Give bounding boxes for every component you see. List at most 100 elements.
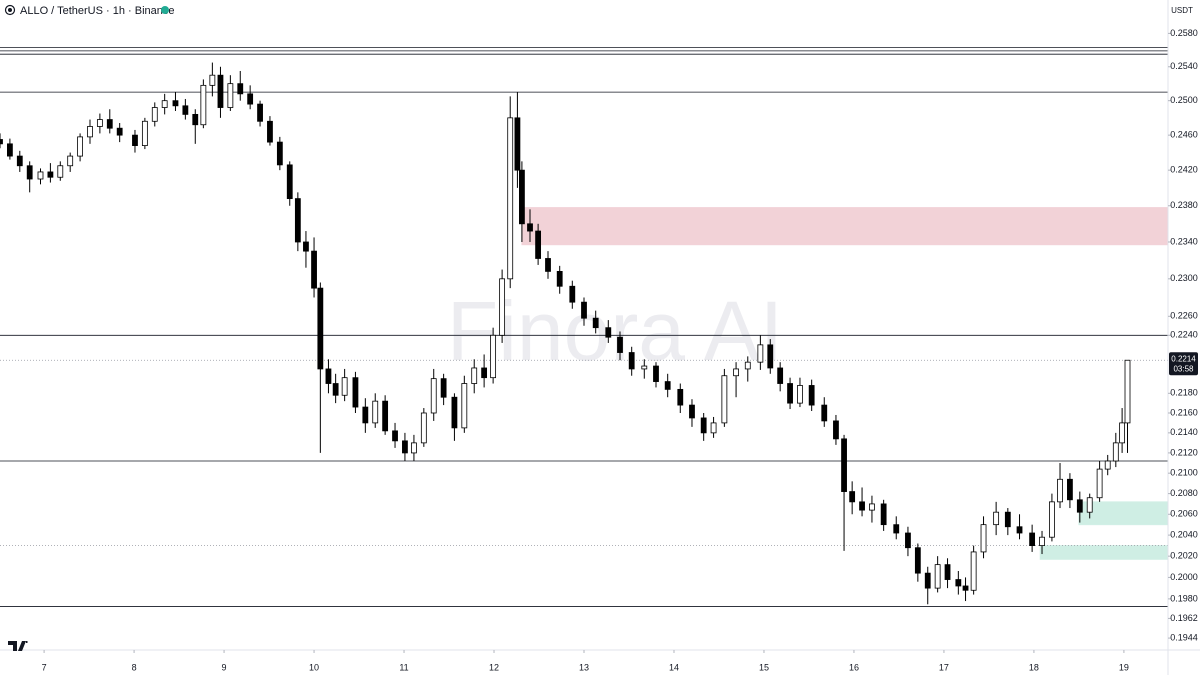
price-tag-box <box>1169 352 1198 376</box>
candles <box>0 62 1131 605</box>
candle-body <box>833 420 839 440</box>
candle-body <box>924 572 931 589</box>
candle-body <box>1039 536 1045 547</box>
candle-body <box>592 317 599 329</box>
candle-body <box>151 107 158 122</box>
candle-body <box>934 564 941 589</box>
candle-body <box>733 368 739 377</box>
candle-body <box>471 367 478 384</box>
y-tick-label: 0.2060 <box>1170 509 1198 519</box>
y-tick-label: 0.2240 <box>1170 330 1198 340</box>
candle-body <box>653 365 659 382</box>
candle-body <box>227 83 234 108</box>
candle-body <box>556 271 563 287</box>
x-tick-label: 13 <box>579 662 589 672</box>
x-tick-label: 11 <box>399 662 408 672</box>
candle-body <box>721 375 728 424</box>
candle-body <box>276 141 283 166</box>
candle-body <box>0 139 3 145</box>
candle-body <box>1076 499 1083 513</box>
y-tick-label: 0.2540 <box>1170 61 1198 71</box>
axes: 0.2580 0.2540 0.2500 0.2460 0.2420 0.2380 0.23… <box>42 28 1198 673</box>
candle-body <box>757 344 764 363</box>
candle-body <box>955 579 962 587</box>
x-tick-label: 12 <box>489 662 499 672</box>
candle-body <box>689 404 695 419</box>
y-tick-label: 0.2000 <box>1170 572 1198 582</box>
candle-body <box>461 383 468 429</box>
candle-body <box>57 165 64 178</box>
x-tick-label: 15 <box>759 662 769 672</box>
candle-body <box>777 367 784 384</box>
chart-title: ALLO / TetherUS · 1h · Binance <box>20 5 175 17</box>
candle-body <box>499 278 506 336</box>
y-tick-label: 0.2020 <box>1170 551 1198 561</box>
y-tick-label: 0.1980 <box>1170 593 1198 603</box>
price-tag-countdown: 03:58 <box>1173 364 1194 373</box>
x-tick-label: 16 <box>849 662 859 672</box>
zone <box>521 207 1169 246</box>
candle-body <box>767 344 774 369</box>
y-tick-label: 0.2180 <box>1170 388 1198 398</box>
candle-body <box>286 164 293 200</box>
candle-body <box>962 585 969 591</box>
candle-body <box>37 171 44 180</box>
candle-body <box>362 406 369 424</box>
candle-body <box>841 438 847 492</box>
candle-body <box>303 241 309 252</box>
y-tick-label: 0.2500 <box>1170 95 1198 105</box>
candle-body <box>402 440 408 454</box>
candle-body <box>200 84 207 126</box>
candle-body <box>1049 501 1055 538</box>
y-tick-label: 0.2300 <box>1170 273 1198 283</box>
y-tick-label: 0.2100 <box>1170 468 1198 478</box>
candle-body <box>1086 497 1093 513</box>
candle-body <box>970 551 977 591</box>
candle-body <box>26 165 33 180</box>
candle-body <box>519 169 525 225</box>
currency-label: USDT <box>1171 6 1193 15</box>
candle-body <box>797 385 803 404</box>
y-tick-label: 0.2120 <box>1170 447 1198 457</box>
candle-body <box>132 134 138 146</box>
y-tick-label: 0.2460 <box>1170 130 1198 140</box>
candle-body <box>192 113 199 126</box>
watermark: Finora AI <box>447 284 783 378</box>
y-tick-label: 0.1944 <box>1170 632 1198 642</box>
candle-body <box>490 334 497 379</box>
candle-body <box>430 378 437 414</box>
candle-body <box>77 136 83 157</box>
y-tick-label: 0.2140 <box>1170 427 1198 437</box>
x-tick-label: 18 <box>1029 662 1039 672</box>
candle-body <box>161 100 168 108</box>
lines <box>0 47 1168 607</box>
candle-body <box>581 301 587 319</box>
candle-body <box>880 503 887 526</box>
candle-body <box>677 388 684 406</box>
candle-body <box>617 336 623 353</box>
candle-body <box>372 400 379 424</box>
candle-body <box>182 105 189 115</box>
x-tick-label: 19 <box>1119 662 1129 672</box>
candle-body <box>96 119 103 127</box>
candle-body <box>172 100 179 107</box>
candle-body <box>744 361 751 370</box>
candle-body <box>569 285 576 303</box>
y-tick-label: 0.2260 <box>1170 311 1198 321</box>
candle-body <box>535 230 542 259</box>
y-tick-label: 0.2380 <box>1170 200 1198 210</box>
symbol-icon-dot <box>8 8 12 12</box>
y-tick-label: 0.1962 <box>1170 613 1198 623</box>
x-tick-label: 14 <box>669 662 679 672</box>
candle-body <box>1016 526 1023 534</box>
candle-body <box>451 396 458 429</box>
candle-body <box>821 404 828 422</box>
y-tick-label: 0.2160 <box>1170 407 1198 417</box>
candle-body <box>332 383 339 396</box>
x-tick-label: 7 <box>42 662 47 672</box>
candle-body <box>710 422 717 434</box>
